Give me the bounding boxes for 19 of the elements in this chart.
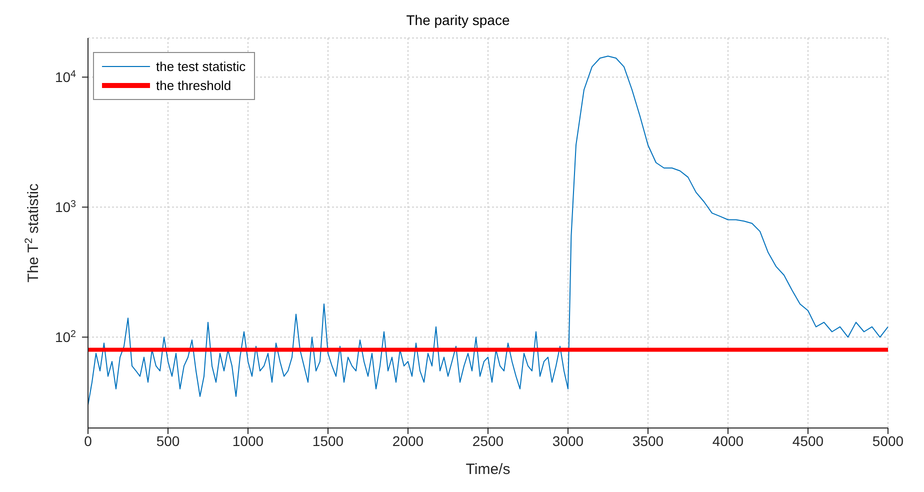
x-tick-label: 4500 [792, 432, 824, 449]
x-tick-label: 1000 [232, 432, 264, 449]
x-tick-label: 5000 [872, 432, 904, 449]
x-tick-label: 2000 [392, 432, 424, 449]
line-series [88, 56, 888, 406]
x-tick-label: 4000 [712, 432, 744, 449]
x-tick-label: 3000 [552, 432, 584, 449]
chart-title: The parity space [405, 12, 511, 28]
legend-label: the test statistic [156, 59, 246, 74]
y-tick-label: 10$^{4}$ [54, 68, 77, 86]
y-tick-label: 10$^{2}$ [54, 328, 76, 346]
x-tick-label: 1500 [312, 432, 344, 449]
x-axis-title: Time/s [466, 461, 510, 478]
x-tick-label: 500 [156, 432, 180, 449]
x-tick-label: 3500 [632, 432, 664, 449]
x-tick-label: 2500 [472, 432, 504, 449]
x-tick-label: 0 [84, 432, 92, 449]
y-tick-label: 10$^{3}$ [54, 198, 77, 216]
legend-label: the threshold [156, 78, 232, 93]
